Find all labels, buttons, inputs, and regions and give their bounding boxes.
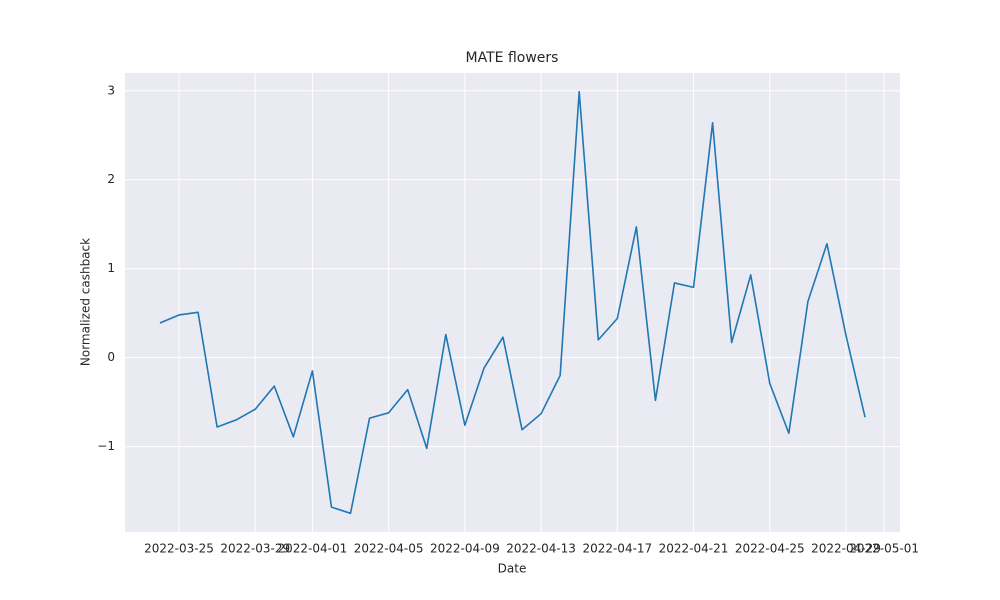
x-tick-label: 2022-04-25 [735, 542, 805, 556]
chart-title: MATE flowers [466, 50, 559, 66]
x-tick-label: 2022-05-01 [849, 542, 919, 556]
x-tick-label: 2022-04-17 [582, 542, 652, 556]
x-axis-label: Date [498, 562, 527, 576]
x-tick-label: 2022-04-29 [811, 542, 881, 556]
y-tick-label: 0 [107, 350, 115, 364]
x-tick-label: 2022-03-25 [144, 542, 214, 556]
x-tick-label: 2022-04-01 [278, 542, 348, 556]
x-tick-label: 2022-04-13 [506, 542, 576, 556]
y-tick-label: 2 [107, 172, 115, 186]
y-tick-label: −1 [97, 439, 115, 453]
x-tick-label: 2022-04-21 [659, 542, 729, 556]
plot-area [125, 73, 900, 532]
y-axis-label: Normalized cashback [79, 238, 93, 366]
x-tick-label: 2022-04-05 [354, 542, 424, 556]
y-tick-label: 3 [107, 83, 115, 97]
y-tick-label: 1 [107, 261, 115, 275]
x-tick-label: 2022-03-29 [220, 542, 290, 556]
line [159, 90, 866, 515]
x-tick-label: 2022-04-09 [430, 542, 500, 556]
